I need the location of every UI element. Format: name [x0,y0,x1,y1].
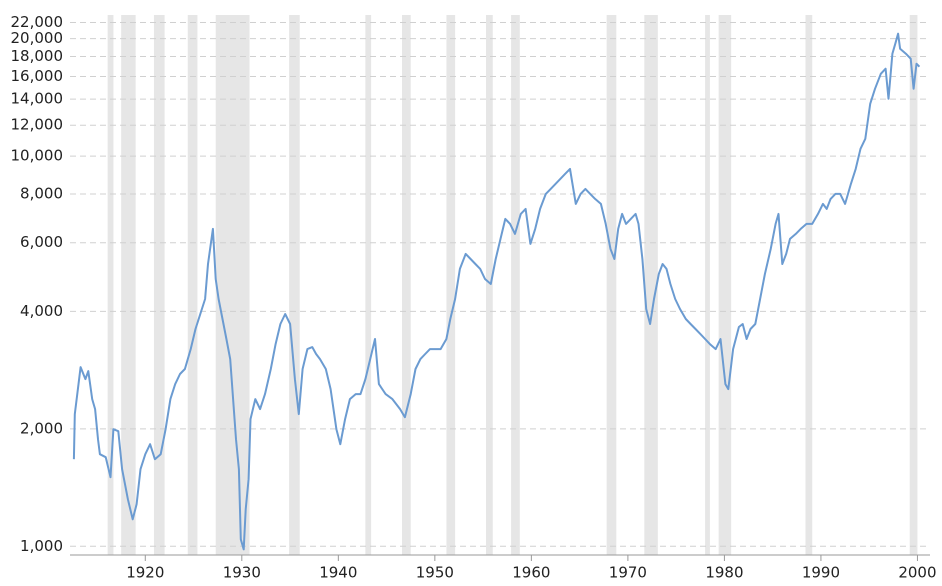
shaded-range [511,15,520,555]
y-tick-label: 18,000 [11,47,64,65]
data-line [72,32,921,551]
shaded-range [644,15,658,555]
shaded-range [606,15,617,555]
y-tick-label: 2,000 [20,419,63,437]
shaded-range [486,15,493,555]
shaded-range [107,15,114,555]
shaded-range [402,15,411,555]
shaded-range [215,15,250,555]
shaded-range [289,15,300,555]
y-tick-label: 4,000 [20,302,63,320]
shaded-range [365,15,372,555]
x-tick-label: 1930 [223,564,261,582]
shaded-range [187,15,198,555]
y-tick-label: 8,000 [20,184,63,202]
x-tick-label: 1960 [512,564,550,582]
x-tick-label: 1980 [705,564,743,582]
shaded-range [705,15,710,555]
x-tick-label: 1950 [416,564,454,582]
y-tick-label: 1,000 [20,537,63,555]
y-tick-label: 20,000 [11,29,64,47]
y-tick-label: 22,000 [11,13,64,31]
shaded-range [718,15,732,555]
y-tick-label: 14,000 [11,90,64,108]
y-tick-label: 16,000 [11,67,64,85]
shaded-range [909,15,918,555]
x-tick-label: 2000 [898,564,936,582]
y-tick-label: 6,000 [20,233,63,251]
x-tick-label: 1940 [319,564,357,582]
shaded-range [121,15,136,555]
shaded-range [805,15,813,555]
x-tick-label: 1990 [802,564,840,582]
x-tick-label: 1970 [609,564,647,582]
y-tick-label: 10,000 [11,147,64,165]
y-tick-label: 12,000 [11,116,64,134]
shaded-range [153,15,165,555]
x-tick-label: 1920 [126,564,164,582]
shaded-range [446,15,456,555]
